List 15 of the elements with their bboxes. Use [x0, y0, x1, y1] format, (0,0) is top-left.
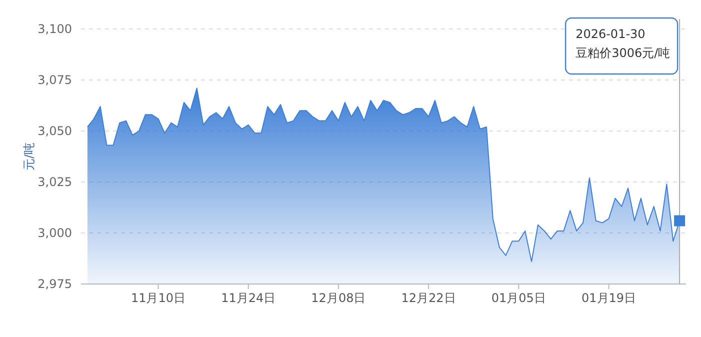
y-axis-title: 元/吨 — [22, 142, 36, 171]
y-tick-label: 3,025 — [38, 175, 72, 189]
x-tick-label: 12月08日 — [311, 291, 366, 305]
y-tick-label: 2,975 — [38, 277, 72, 291]
x-tick-label: 11月10日 — [130, 291, 186, 305]
x-tick-label: 01月19日 — [581, 291, 636, 305]
x-tick-label: 01月05日 — [491, 291, 546, 305]
x-tick-label: 11月24日 — [221, 291, 276, 305]
y-tick-label: 3,075 — [38, 73, 72, 87]
x-tick-label: 12月22日 — [401, 291, 456, 305]
y-tick-label: 3,100 — [38, 22, 72, 36]
annotation: 豆粕价3006元/吨 — [576, 46, 670, 60]
y-tick-label: 3,000 — [38, 226, 72, 240]
y-tick-label: 3,050 — [38, 124, 72, 138]
annotation: 2026-01-30 — [576, 27, 646, 41]
